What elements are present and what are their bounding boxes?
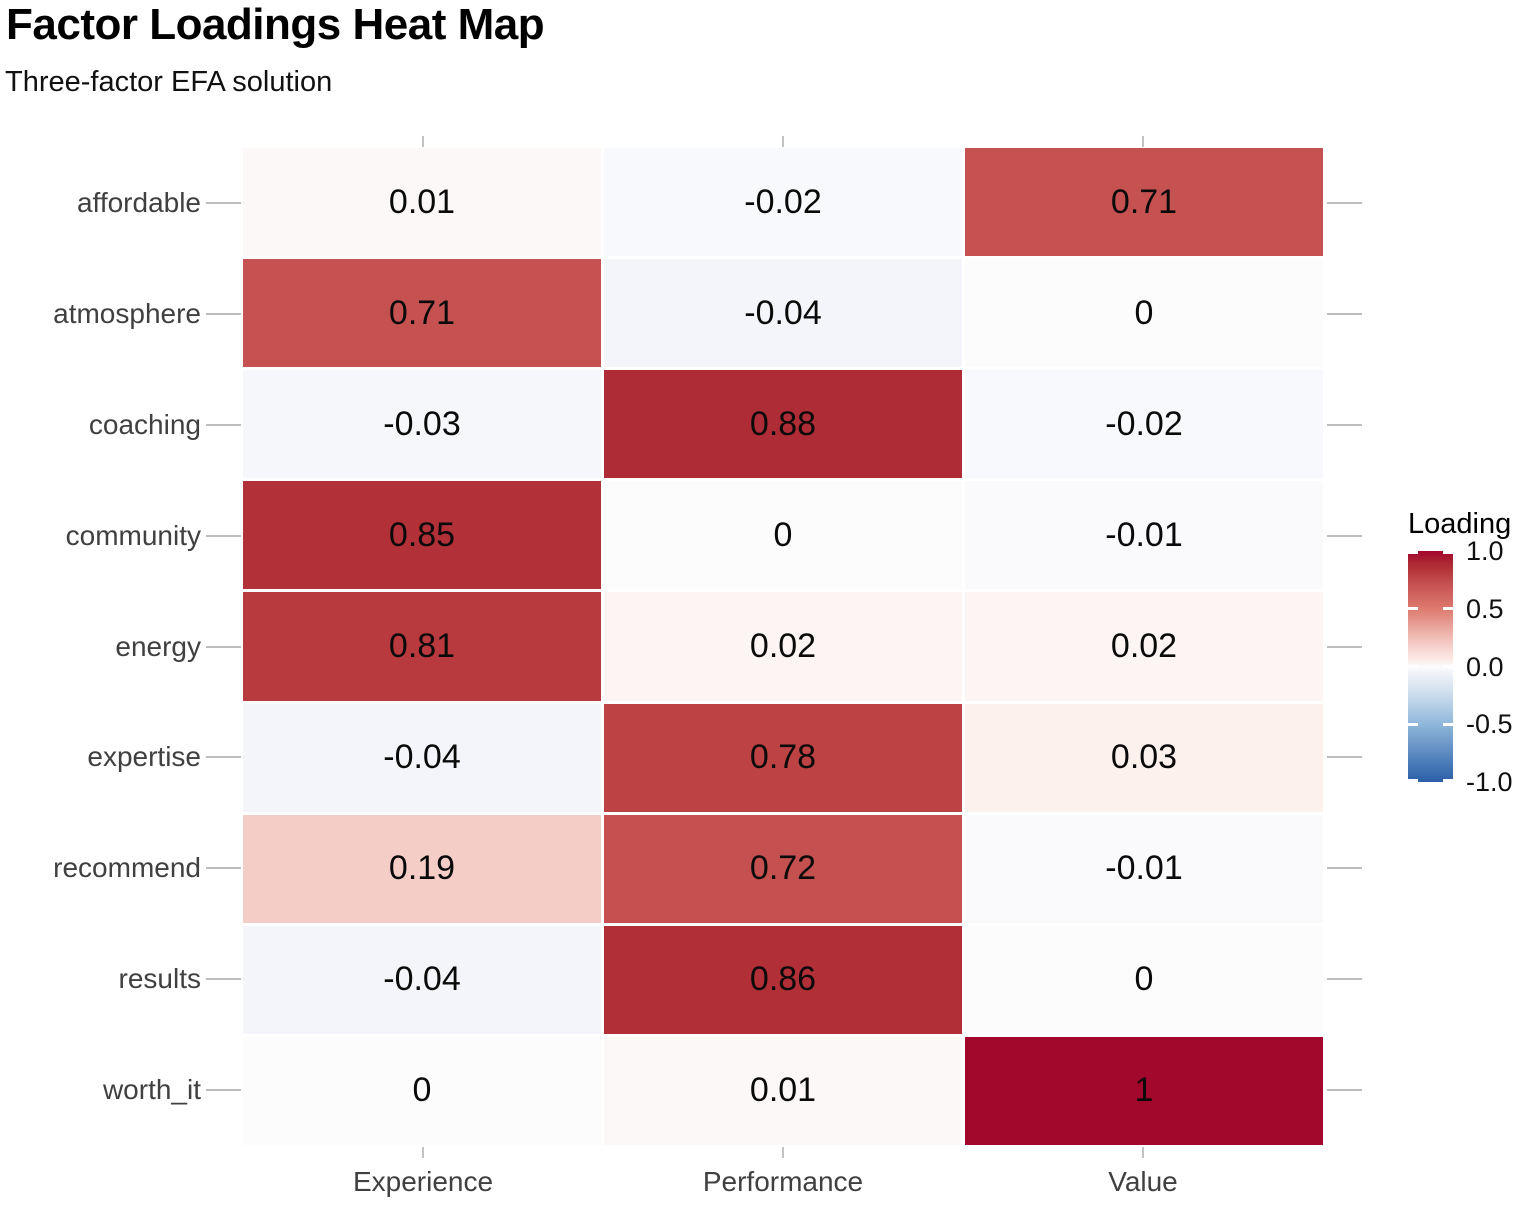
y-tick-left-affordable <box>206 202 241 205</box>
y-tick-left-community <box>206 534 241 537</box>
heatmap-cell-community-Value: -0.01 <box>965 481 1323 590</box>
x-tick-bottom-Experience <box>422 1147 424 1158</box>
y-tick-right-expertise <box>1327 756 1362 759</box>
heatmap-cell-atmosphere-Value: 0 <box>965 259 1323 368</box>
row-label-worth_it: worth_it <box>102 1073 201 1105</box>
heatmap-cell-expertise-Experience: -0.04 <box>243 703 601 812</box>
x-tick-top-Performance <box>782 136 784 147</box>
y-tick-left-energy <box>206 645 241 648</box>
heatmap-grid: 0.01 -0.02 0.71 0.71 -0.04 0 -0.03 0.88 -0.02 0.8… <box>243 148 1323 1145</box>
legend-notch-right-1.0 <box>1443 551 1453 554</box>
heatmap-cell-expertise-Value: 0.03 <box>965 703 1323 812</box>
y-tick-left-coaching <box>206 423 241 426</box>
x-tick-bottom-Value <box>1142 1147 1144 1158</box>
y-tick-left-results <box>206 977 241 980</box>
chart-subtitle: Three-factor EFA solution <box>5 66 333 98</box>
heatmap-cell-results-Value: 0 <box>965 925 1323 1034</box>
heatmap-cell-energy-Experience: 0.81 <box>243 592 601 701</box>
column-label-Value: Value <box>1108 1166 1178 1197</box>
y-tick-right-recommend <box>1327 867 1362 870</box>
heatmap-cell-coaching-Value: -0.02 <box>965 370 1323 479</box>
heatmap-cell-community-Performance: 0 <box>604 481 962 590</box>
legend-tick-label-1.0: 1.0 <box>1466 536 1504 566</box>
heatmap-cell-worth_it-Experience: 0 <box>243 1036 601 1145</box>
heatmap-cell-coaching-Performance: 0.88 <box>604 370 962 479</box>
column-label-Experience: Experience <box>352 1166 494 1197</box>
legend-tick-label--1.0: -1.0 <box>1466 767 1513 797</box>
heatmap-cell-results-Performance: 0.86 <box>604 925 962 1034</box>
y-tick-right-energy <box>1327 645 1362 648</box>
heatmap-cell-expertise-Performance: 0.78 <box>604 703 962 812</box>
legend-notch-right--1.0 <box>1443 779 1453 782</box>
y-tick-right-community <box>1327 534 1362 537</box>
y-tick-right-worth_it <box>1327 1088 1362 1091</box>
heatmap-cell-results-Experience: -0.04 <box>243 925 601 1034</box>
heatmap-cell-worth_it-Value: 1 <box>965 1036 1323 1145</box>
heatmap-cell-atmosphere-Experience: 0.71 <box>243 259 601 368</box>
legend-notch-right-0.0 <box>1443 665 1453 668</box>
legend-notch-left-0.5 <box>1408 607 1418 611</box>
heatmap-cell-worth_it-Performance: 0.01 <box>604 1036 962 1145</box>
legend-title: Loading <box>1408 508 1512 540</box>
row-label-community: community <box>65 519 201 551</box>
heatmap-cell-community-Experience: 0.85 <box>243 481 601 590</box>
x-tick-top-Value <box>1142 136 1144 147</box>
heatmap-cell-recommend-Experience: 0.19 <box>243 814 601 923</box>
legend-notch-left-0.0 <box>1408 665 1418 668</box>
chart-title: Factor Loadings Heat Map <box>6 0 545 49</box>
heatmap-cell-affordable-Experience: 0.01 <box>243 148 601 257</box>
heatmap-cell-energy-Value: 0.02 <box>965 592 1323 701</box>
heatmap-cell-atmosphere-Performance: -0.04 <box>604 259 962 368</box>
row-label-coaching: coaching <box>88 408 201 440</box>
y-tick-right-results <box>1327 977 1362 980</box>
y-tick-left-atmosphere <box>206 313 241 316</box>
heatmap-cell-energy-Performance: 0.02 <box>604 592 962 701</box>
y-tick-right-coaching <box>1327 423 1362 426</box>
row-label-atmosphere: atmosphere <box>53 298 201 330</box>
legend-tick-label--0.5: -0.5 <box>1466 709 1513 740</box>
heatmap-cell-affordable-Value: 0.71 <box>965 148 1323 257</box>
legend-tick-label-0.0: 0.0 <box>1466 651 1504 682</box>
y-tick-left-expertise <box>206 756 241 759</box>
heatmap-cell-coaching-Experience: -0.03 <box>243 370 601 479</box>
row-label-recommend: recommend <box>53 852 201 884</box>
row-label-results: results <box>118 962 201 994</box>
heatmap-cell-recommend-Value: -0.01 <box>965 814 1323 923</box>
row-label-energy: energy <box>115 630 201 662</box>
y-tick-right-atmosphere <box>1327 313 1362 316</box>
heatmap-cell-affordable-Performance: -0.02 <box>604 148 962 257</box>
row-label-expertise: expertise <box>87 741 201 773</box>
x-tick-bottom-Performance <box>782 1147 784 1158</box>
heatmap-cell-recommend-Performance: 0.72 <box>604 814 962 923</box>
x-tick-top-Experience <box>422 136 424 147</box>
legend-tick-label-0.5: 0.5 <box>1466 593 1504 624</box>
legend-notch-right--0.5 <box>1443 722 1453 726</box>
legend-notch-left--1.0 <box>1408 779 1418 782</box>
y-tick-left-recommend <box>206 867 241 870</box>
row-label-affordable: affordable <box>76 187 201 219</box>
y-tick-left-worth_it <box>206 1088 241 1091</box>
y-tick-right-affordable <box>1327 202 1362 205</box>
legend-notch-left-1.0 <box>1408 551 1418 554</box>
legend-notch-left--0.5 <box>1408 722 1418 726</box>
legend-notch-right-0.5 <box>1443 607 1453 611</box>
column-label-Performance: Performance <box>702 1166 864 1197</box>
